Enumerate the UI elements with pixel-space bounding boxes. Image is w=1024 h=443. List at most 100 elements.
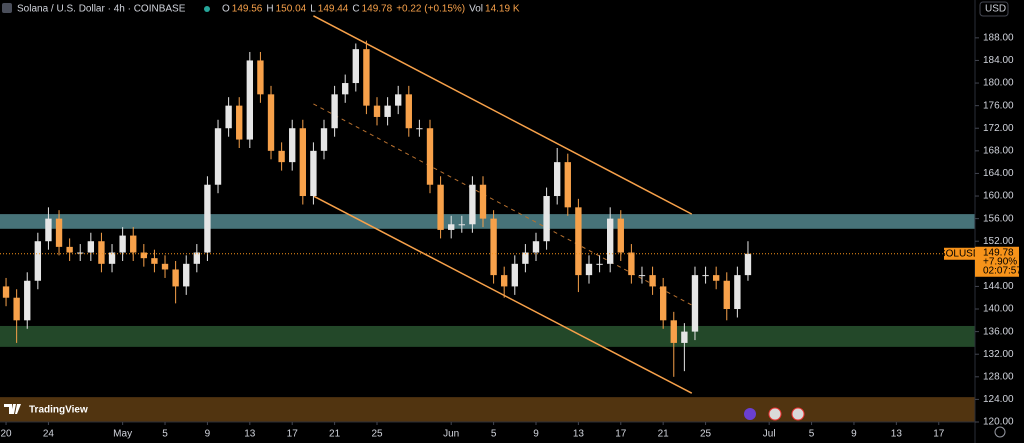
candle-body <box>384 105 391 117</box>
price-tag <box>975 246 1019 277</box>
y-tick-label: 128.00 <box>983 371 1014 382</box>
x-tick-label: 25 <box>371 429 383 440</box>
x-tick-label: Jun <box>443 429 459 440</box>
candle-body <box>24 280 31 321</box>
legend-label: L <box>310 4 316 15</box>
currency-button[interactable] <box>979 1 1009 17</box>
candle-body <box>87 241 95 253</box>
candle-body <box>575 207 582 276</box>
event-icon[interactable] <box>744 408 756 420</box>
candle-body <box>289 128 296 163</box>
y-tick-label: 156.00 <box>983 213 1014 224</box>
candle-body <box>267 94 275 151</box>
candle-body <box>204 184 211 253</box>
candle-body <box>469 184 476 225</box>
x-tick-label: 25 <box>700 429 712 440</box>
channel-line <box>313 195 693 394</box>
candle-body <box>712 275 720 281</box>
x-tick-label: 9 <box>205 429 211 440</box>
y-tick-label: 180.00 <box>983 78 1014 89</box>
candle-body <box>34 241 42 281</box>
x-tick-label: May <box>113 429 132 440</box>
candle-body <box>119 235 126 253</box>
candle-body <box>448 224 455 230</box>
y-tick-label: 132.00 <box>983 349 1014 360</box>
symbol-tag <box>944 247 975 260</box>
candle-body <box>585 263 593 276</box>
legend-value: 149.44 <box>318 4 349 15</box>
y-tick-label: 144.00 <box>983 281 1014 292</box>
candle-body <box>416 128 423 130</box>
y-tick-label: 124.00 <box>983 394 1014 405</box>
candle-body <box>426 128 434 185</box>
market-status <box>204 6 210 12</box>
legend-label: Vol <box>469 4 483 15</box>
header: Solana / U.S. Dollar · 4h · COINBASE O 14… <box>2 3 520 15</box>
candle-body <box>628 252 635 276</box>
candle-body <box>193 252 201 264</box>
x-tick-label: 9 <box>851 429 857 440</box>
legend-value: 14.19 K <box>485 4 520 15</box>
legend-value: 150.04 <box>276 4 307 15</box>
price-tag-change: +7.90% <box>983 256 1017 267</box>
candle-body <box>98 241 105 264</box>
candle-body <box>77 252 84 254</box>
y-tick-label: 120.00 <box>983 417 1014 428</box>
y-tick-label: 168.00 <box>983 145 1014 156</box>
candle-body <box>501 275 508 287</box>
candle-body <box>395 94 402 106</box>
candle-body <box>638 275 646 277</box>
x-tick-label: 9 <box>533 429 539 440</box>
settings-icon[interactable] <box>994 426 1006 438</box>
y-tick-label: 152.00 <box>983 236 1014 247</box>
currency[interactable]: USD <box>985 4 1006 15</box>
candle-body <box>670 320 677 343</box>
logo: TradingView <box>4 404 88 416</box>
y-tick-label: 140.00 <box>983 304 1014 315</box>
candle-body <box>310 150 317 197</box>
plot-area <box>0 15 975 422</box>
candle-body <box>681 331 688 343</box>
candle-body <box>405 94 412 129</box>
legend-value: 149.56 <box>232 4 263 15</box>
candle-body <box>490 218 497 276</box>
x-tick-label: 17 <box>287 429 299 440</box>
y-tick-label: 172.00 <box>983 123 1014 134</box>
candle-body <box>543 196 550 242</box>
candle-body <box>183 263 190 287</box>
symbol-icon <box>2 3 12 13</box>
candle-body <box>342 83 349 95</box>
candle-body <box>373 105 381 117</box>
candle-body <box>659 286 667 321</box>
legend-value: +0.22 (+0.15%) <box>396 4 465 15</box>
event-icons <box>744 407 805 421</box>
legend-label: H <box>266 4 273 15</box>
x-tick-label: 21 <box>658 429 670 440</box>
candle-body <box>702 275 709 277</box>
x-tick-label: 17 <box>933 429 945 440</box>
candle-body <box>2 286 10 298</box>
candle-body <box>479 184 487 219</box>
y-tick-label: 164.00 <box>983 168 1014 179</box>
candle-body <box>172 269 179 287</box>
candle-body <box>151 258 158 264</box>
event-icon[interactable] <box>768 407 782 421</box>
x-tick-label: 17 <box>615 429 627 440</box>
candle-body <box>363 49 370 106</box>
candle-body <box>257 60 264 95</box>
candle-body <box>532 241 540 253</box>
candle-body <box>744 253 752 276</box>
candle-body <box>596 263 603 265</box>
candle-body <box>617 218 624 253</box>
logo-icon <box>4 404 21 414</box>
legend-label: C <box>352 4 359 15</box>
candle-body <box>691 275 699 332</box>
candle-body <box>352 49 359 84</box>
candle-body <box>607 218 614 264</box>
candle-body <box>458 224 465 226</box>
event-icon[interactable] <box>791 407 805 421</box>
x-tick-label: 20 <box>0 429 12 440</box>
candle-body <box>236 105 243 140</box>
candle-body <box>225 105 232 129</box>
